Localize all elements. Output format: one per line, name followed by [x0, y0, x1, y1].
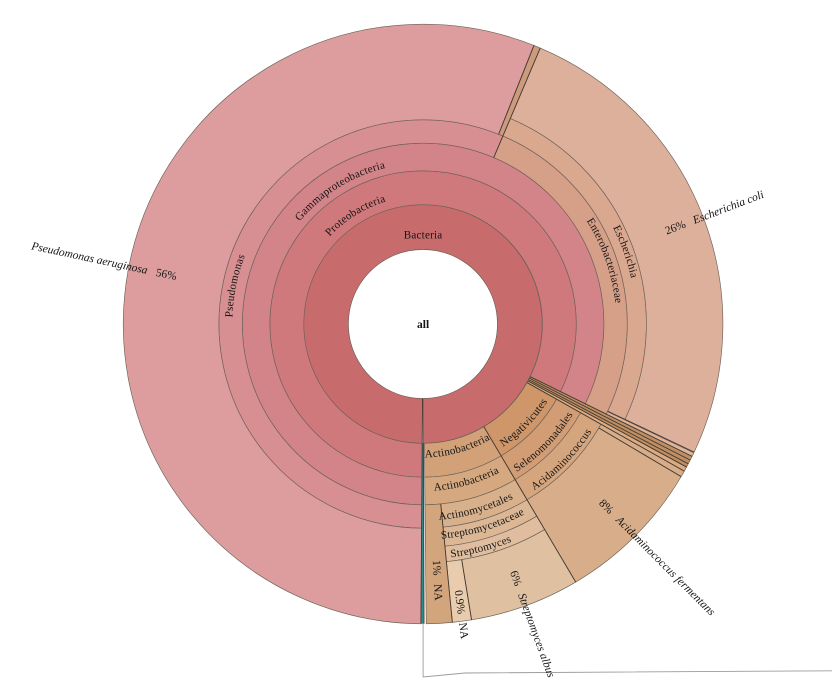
svg-text:1% NA: 1% NA [430, 560, 444, 602]
svg-text:Bacteria: Bacteria [404, 230, 443, 242]
svg-text:8% Acidaminococcus fermentans: 8% Acidaminococcus fermentans [596, 497, 717, 618]
svg-text:all: all [417, 319, 429, 331]
